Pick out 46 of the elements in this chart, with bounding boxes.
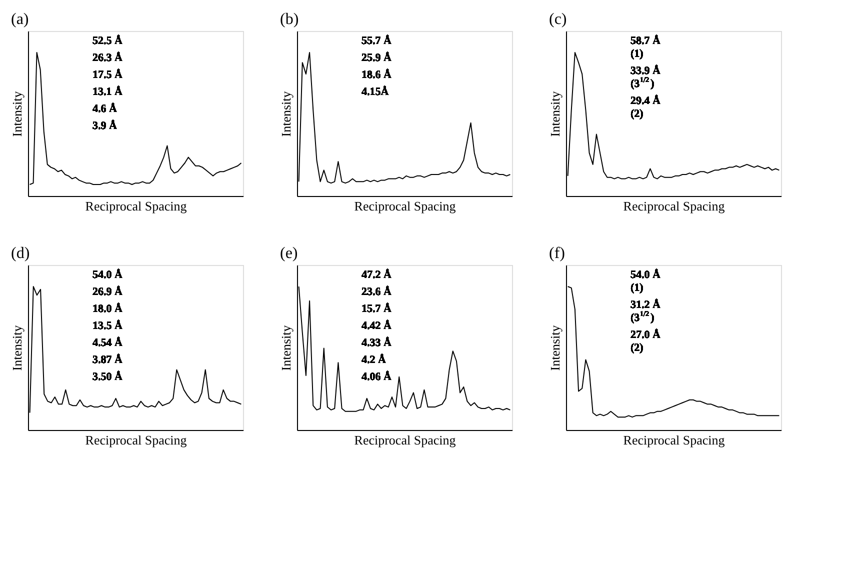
chart-title: (b) (280, 11, 299, 28)
y-axis-title: Intensity (278, 324, 294, 371)
y-axis-title: Intensity (548, 90, 562, 137)
text: 52.5 Å (92, 34, 122, 47)
y-axis-title: Intensity (10, 324, 24, 371)
y-axis-title: Intensity (10, 90, 24, 137)
annotation: 13.5 Å (92, 319, 122, 332)
annotation: 23.6 Å (362, 285, 392, 298)
annotation: 3.87 Å (92, 353, 122, 366)
annotation: 29.4 Å (2) (630, 94, 660, 120)
y-axis-title: Intensity (548, 324, 562, 371)
annotation: 4.33 Å (362, 336, 392, 349)
x-axis-title: Reciprocal Spacing (623, 198, 726, 214)
annotation: 15.7 Å (362, 302, 392, 315)
annotation: 3.9 Å (92, 119, 117, 132)
text: 55.7 Å (362, 34, 392, 47)
annotation: 3.50 Å (92, 370, 122, 383)
annotation: 26.3 Å (92, 51, 122, 64)
annotation: 4.6 Å (92, 102, 117, 115)
annotation: 4.42 Å (362, 319, 392, 332)
x-axis-title: Reciprocal Spacing (85, 432, 188, 448)
annotation: 54.0 Å (1) (630, 268, 660, 294)
annotation: 4.06 Å (362, 370, 392, 383)
annotation: 4.15Å (362, 85, 389, 98)
text: 54.0 Å (92, 268, 122, 281)
annotation: 17.5 Å (92, 68, 122, 81)
chart-title: (a) (11, 11, 29, 28)
annotation: 13.1 Å (92, 85, 122, 98)
chart-title: (e) (280, 245, 298, 262)
x-axis-title: Reciprocal Spacing (354, 432, 456, 448)
annotation: 4.54 Å (92, 336, 122, 349)
chart-title: (c) (549, 11, 567, 28)
annotation: 27.0 Å (2) (630, 328, 660, 354)
annotation: 18.0 Å (92, 302, 122, 315)
x-axis-title: Reciprocal Spacing (354, 198, 456, 214)
chart-title: (f) (549, 245, 565, 262)
chart-title: (d) (11, 245, 30, 262)
y-axis-title: Intensity (278, 90, 294, 137)
x-axis-title: Reciprocal Spacing (85, 198, 188, 214)
x-axis-title: Reciprocal Spacing (623, 432, 726, 448)
text: 47.2 Å (362, 268, 392, 281)
annotation: 25.9 Å (362, 51, 392, 64)
annotation: 26.9 Å (92, 285, 122, 298)
annotation: 18.6 Å (362, 68, 392, 81)
annotation: 58.7 Å (1) (630, 34, 660, 60)
annotation: 4.2 Å (362, 353, 386, 366)
